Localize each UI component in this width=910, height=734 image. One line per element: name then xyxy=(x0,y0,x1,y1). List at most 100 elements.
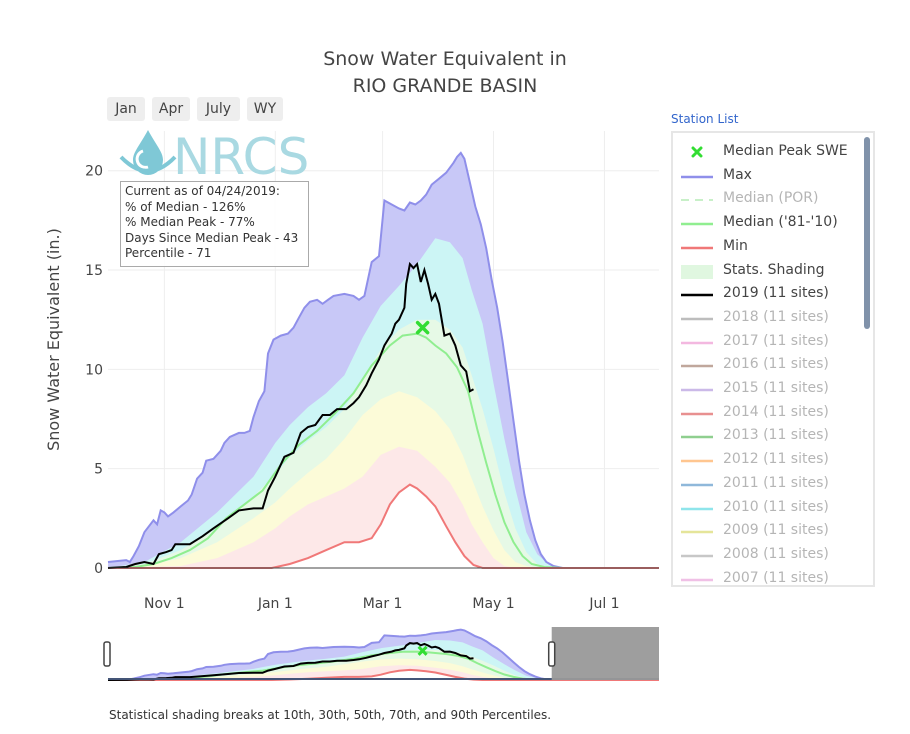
x-tick-label: Mar 1 xyxy=(363,596,403,612)
legend-item[interactable]: 2018 (11 sites) xyxy=(673,308,863,330)
legend-label: Median ('81-'10) xyxy=(723,214,838,231)
station-list-link[interactable]: Station List xyxy=(671,112,739,126)
legend-swatch xyxy=(679,407,715,421)
series-2019 xyxy=(107,261,474,569)
x-tick-label: Jul 1 xyxy=(588,596,619,612)
nrcs-logo: NRCS xyxy=(119,128,309,186)
legend-label: 2013 (11 sites) xyxy=(723,427,829,444)
legend-label: 2016 (11 sites) xyxy=(723,356,829,373)
y-tick-label: 15 xyxy=(85,263,103,279)
footnote: Statistical shading breaks at 10th, 30th… xyxy=(109,708,552,722)
chart-title-line2: RIO GRANDE BASIN xyxy=(352,75,538,97)
series-min xyxy=(108,483,659,569)
range-peak-marker xyxy=(417,645,428,656)
legend-swatch xyxy=(679,359,715,373)
range-handle-right[interactable] xyxy=(547,641,556,667)
legend-label: Stats. Shading xyxy=(723,261,825,278)
x-tick-label: Jan 1 xyxy=(257,596,293,612)
legend-item[interactable]: Max xyxy=(673,166,863,188)
range-series-2019 xyxy=(107,642,474,681)
legend-label: 2017 (11 sites) xyxy=(723,332,829,349)
info-line: % of Median - 126% xyxy=(125,199,246,214)
legend-item[interactable]: Median (POR) xyxy=(673,189,863,211)
info-line: % Median Peak - 77% xyxy=(125,215,255,229)
legend-swatch xyxy=(679,170,715,184)
legend-label: Max xyxy=(723,166,752,183)
y-axis-label: Snow Water Equivalent (in.) xyxy=(44,228,63,451)
info-line: Percentile - 71 xyxy=(125,246,212,260)
legend-label: Median (POR) xyxy=(723,190,819,207)
series-max xyxy=(107,151,659,569)
legend-item[interactable]: 2009 (11 sites) xyxy=(673,521,863,543)
legend-label: 2018 (11 sites) xyxy=(723,308,829,325)
axes: 0 5 10 15 20 Nov 1 Jan 1 Mar 1 May 1 Jul 1 Snow Wa… xyxy=(44,164,659,612)
range-series-max xyxy=(107,628,659,681)
legend-swatch xyxy=(679,525,715,539)
legend-label: 2010 (11 sites) xyxy=(723,498,829,515)
x-tick-label: May 1 xyxy=(472,596,514,612)
range-button-jan[interactable]: Jan xyxy=(107,97,145,121)
range-mask xyxy=(551,627,659,680)
legend-item[interactable]: 2007 (11 sites) xyxy=(673,569,863,586)
legend: Median Peak SWE Max Median (POR) Median ('8… xyxy=(671,131,875,587)
legend-label: Min xyxy=(723,237,748,254)
y-tick-label: 20 xyxy=(85,164,103,180)
legend-label: Median Peak SWE xyxy=(723,143,848,159)
legend-swatch xyxy=(679,217,715,231)
legend-item[interactable]: Min xyxy=(673,237,863,259)
y-tick-label: 10 xyxy=(85,362,103,378)
x-tick-label: Nov 1 xyxy=(144,596,185,612)
legend-swatch xyxy=(679,193,715,207)
chart-title-line1: Snow Water Equivalent in xyxy=(323,48,567,70)
legend-item[interactable]: Median ('81-'10) xyxy=(673,213,863,235)
legend-label: 2015 (11 sites) xyxy=(723,380,829,396)
legend-swatch xyxy=(679,430,715,444)
legend-label: 2012 (11 sites) xyxy=(723,451,829,468)
legend-swatch xyxy=(679,241,715,255)
legend-label: 2019 (11 sites) xyxy=(723,285,829,302)
current-stats-box: Current as of 04/24/2019: % of Median - … xyxy=(120,181,309,267)
legend-scrollbar[interactable] xyxy=(864,137,870,329)
legend-swatch xyxy=(679,288,715,302)
y-tick-label: 0 xyxy=(94,561,103,577)
legend-label: 2009 (11 sites) xyxy=(723,522,829,539)
legend-swatch xyxy=(679,312,715,326)
legend-swatch xyxy=(679,336,715,350)
legend-item[interactable]: 2015 (11 sites) xyxy=(673,379,863,401)
legend-swatch xyxy=(679,454,715,468)
range-button-apr[interactable]: Apr xyxy=(152,97,190,121)
legend-swatch xyxy=(679,573,715,585)
range-button-wy[interactable]: WY xyxy=(247,97,283,121)
legend-item[interactable]: 2017 (11 sites) xyxy=(673,332,863,354)
median-peak-marker xyxy=(415,320,430,335)
series-median xyxy=(107,332,659,569)
legend-swatch xyxy=(679,264,715,279)
legend-label: 2008 (11 sites) xyxy=(723,545,829,562)
legend-label: 2011 (11 sites) xyxy=(723,474,829,491)
info-line: Days Since Median Peak - 43 xyxy=(125,230,299,245)
legend-swatch xyxy=(679,383,715,397)
legend-item[interactable]: 2012 (11 sites) xyxy=(673,450,863,472)
range-handle-left[interactable] xyxy=(103,641,111,667)
legend-item[interactable]: 2011 (11 sites) xyxy=(673,474,863,496)
legend-item[interactable]: 2013 (11 sites) xyxy=(673,426,863,448)
percentile-bands xyxy=(108,152,659,569)
legend-item[interactable]: 2019 (11 sites) xyxy=(673,284,863,306)
legend-swatch xyxy=(679,549,715,563)
band-min xyxy=(108,484,659,568)
band-p30 xyxy=(108,446,659,568)
range-button-july[interactable]: July xyxy=(197,97,240,121)
y-tick-label: 5 xyxy=(94,462,103,478)
legend-swatch xyxy=(679,146,715,160)
legend-swatch xyxy=(679,478,715,492)
legend-item[interactable]: 2010 (11 sites) xyxy=(673,498,863,520)
legend-item[interactable]: 2014 (11 sites) xyxy=(673,403,863,425)
range-slider[interactable] xyxy=(103,627,659,681)
legend-item[interactable]: Median Peak SWE xyxy=(673,142,863,164)
legend-label: 2007 (11 sites) xyxy=(723,569,829,586)
legend-item[interactable]: 2008 (11 sites) xyxy=(673,545,863,567)
legend-swatch xyxy=(679,502,715,516)
legend-label: 2014 (11 sites) xyxy=(723,403,829,420)
legend-item[interactable]: Stats. Shading xyxy=(673,261,863,283)
legend-item[interactable]: 2016 (11 sites) xyxy=(673,355,863,377)
